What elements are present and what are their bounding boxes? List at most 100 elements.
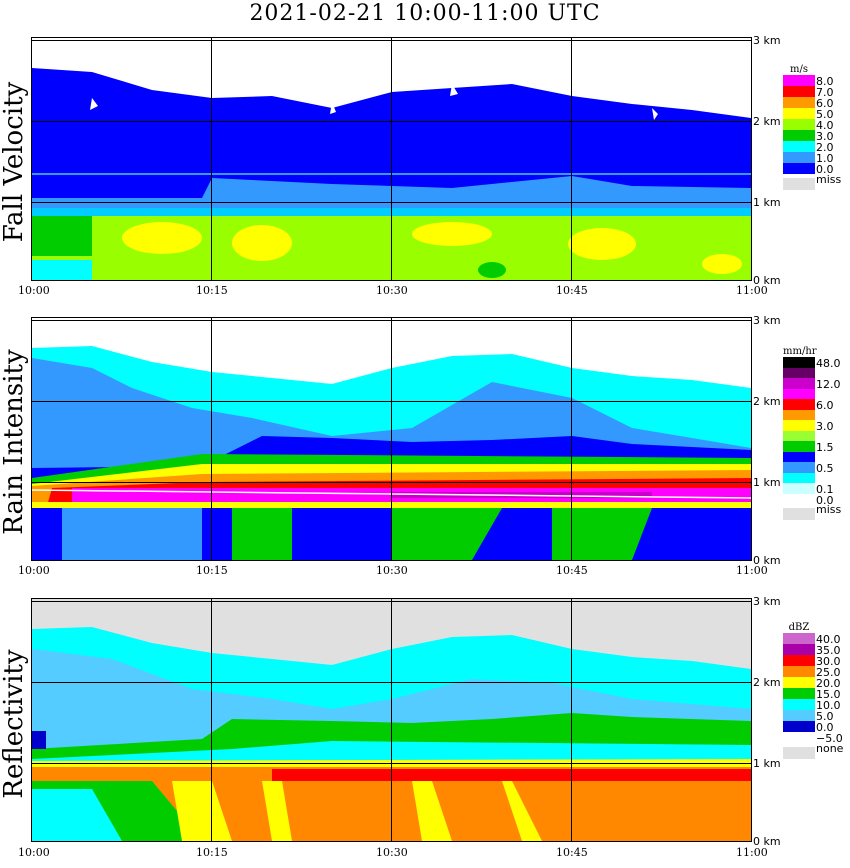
legend-swatch [783, 388, 815, 399]
time-tick-1030-3: 10:30 [376, 846, 408, 859]
time-tick-1000-3: 10:00 [18, 846, 50, 859]
legend-swatch [783, 163, 815, 174]
chart-title: 2021-02-21 10:00-11:00 UTC [249, 1, 601, 26]
panel-label-fall-velocity: Fall Velocity [0, 81, 29, 243]
legend-swatch [783, 732, 815, 743]
height-tick-1km-2: 1 km [753, 476, 781, 489]
time-tick-1100-3: 11:00 [736, 846, 768, 859]
legend-swatch [783, 420, 815, 431]
reflectivity-plot [31, 598, 752, 842]
fall-velocity-field [32, 68, 751, 280]
height-tick-0km: 0 km [753, 274, 781, 287]
legend-swatch [783, 472, 815, 483]
legend-swatch [783, 119, 815, 130]
legend-label: 7.0 [816, 86, 834, 99]
time-tick-1000: 10:00 [18, 284, 50, 297]
time-tick-1045-3: 10:45 [556, 846, 588, 859]
legend-label: 0.5 [816, 462, 834, 475]
legend-label: 48.0 [816, 357, 841, 370]
fall-velocity-plot [31, 37, 752, 281]
legend-swatch [783, 130, 815, 141]
time-tick-1015: 10:15 [196, 284, 228, 297]
legend-label: 1.5 [816, 441, 834, 454]
legend-swatch [783, 97, 815, 108]
height-tick-2km-2: 2 km [753, 395, 781, 408]
legend-swatch [783, 152, 815, 163]
height-tick-2km: 2 km [753, 115, 781, 128]
height-tick-3km: 3 km [753, 34, 781, 47]
legend-swatch [783, 108, 815, 119]
legend-swatch [783, 367, 815, 378]
legend-swatch [783, 86, 815, 97]
legend-swatch [783, 409, 815, 420]
legend-missing-label: miss [816, 503, 842, 516]
legend-label: 0.1 [816, 483, 834, 496]
legend-label: 6.0 [816, 97, 834, 110]
time-tick-1100-2: 11:00 [736, 564, 768, 577]
time-tick-1045: 10:45 [556, 284, 588, 297]
legend-unit: mm/hr [783, 346, 817, 357]
legend-swatch [783, 357, 815, 368]
legend-label: 12.0 [816, 378, 841, 391]
legend-swatch [783, 483, 815, 494]
legend-label: 40.0 [816, 633, 841, 646]
legend-swatch [783, 633, 815, 644]
height-tick-1km: 1 km [753, 196, 781, 209]
legend-swatch [783, 699, 815, 710]
time-tick-1100: 11:00 [736, 284, 768, 297]
legend-label: 3.0 [816, 130, 834, 143]
legend-label: 5.0 [816, 108, 834, 121]
legend-label: −5.0 [816, 732, 843, 745]
time-tick-1015-3: 10:15 [196, 846, 228, 859]
legend-swatch [783, 378, 815, 389]
legend-swatch [783, 688, 815, 699]
legend-swatch [783, 399, 815, 410]
reflectivity-field [32, 599, 751, 841]
legend-label: 4.0 [816, 119, 834, 132]
height-tick-3km-2: 3 km [753, 314, 781, 327]
legend-swatch [783, 462, 815, 473]
legend-swatch [783, 677, 815, 688]
height-tick-2km-3: 2 km [753, 676, 781, 689]
legend-swatch [783, 75, 815, 86]
time-tick-1000-2: 10:00 [18, 564, 50, 577]
legend-label: 8.0 [816, 75, 834, 88]
legend-swatch [783, 430, 815, 441]
time-tick-1045-2: 10:45 [556, 564, 588, 577]
rain-intensity-field [32, 346, 751, 560]
legend-label: 25.0 [816, 666, 841, 679]
legend-swatch [783, 141, 815, 152]
legend-missing-swatch [783, 508, 815, 520]
legend-missing-label: none [816, 742, 844, 755]
legend-label: 10.0 [816, 699, 841, 712]
legend-label: 0.0 [816, 721, 834, 734]
legend-missing-swatch [783, 178, 815, 190]
legend-label: 0.0 [816, 163, 834, 176]
rain-intensity-plot [31, 317, 752, 561]
legend-swatch [783, 441, 815, 452]
legend-swatch [783, 721, 815, 732]
legend-swatch [783, 644, 815, 655]
legend-missing-label: miss [816, 173, 842, 186]
legend-label: 35.0 [816, 644, 841, 657]
panel-label-rain-intensity: Rain Intensity [0, 349, 29, 535]
time-tick-1030-2: 10:30 [376, 564, 408, 577]
time-tick-1030: 10:30 [376, 284, 408, 297]
height-tick-1km-3: 1 km [753, 757, 781, 770]
legend-label: 30.0 [816, 655, 841, 668]
legend-label: 3.0 [816, 420, 834, 433]
legend-label: 1.0 [816, 152, 834, 165]
legend-unit: dBZ [788, 622, 810, 633]
legend-swatch [783, 666, 815, 677]
height-tick-0km-3: 0 km [753, 835, 781, 848]
legend-label: 20.0 [816, 677, 841, 690]
legend-unit: m/s [790, 64, 808, 75]
panel-label-reflectivity: Reflectivity [0, 649, 29, 799]
time-tick-1015-2: 10:15 [196, 564, 228, 577]
legend-swatch [783, 655, 815, 666]
legend-label: 2.0 [816, 141, 834, 154]
legend-label: 0.0 [816, 493, 834, 507]
legend-swatch [783, 493, 815, 504]
legend-missing-swatch [783, 747, 815, 759]
height-tick-3km-3: 3 km [753, 595, 781, 608]
